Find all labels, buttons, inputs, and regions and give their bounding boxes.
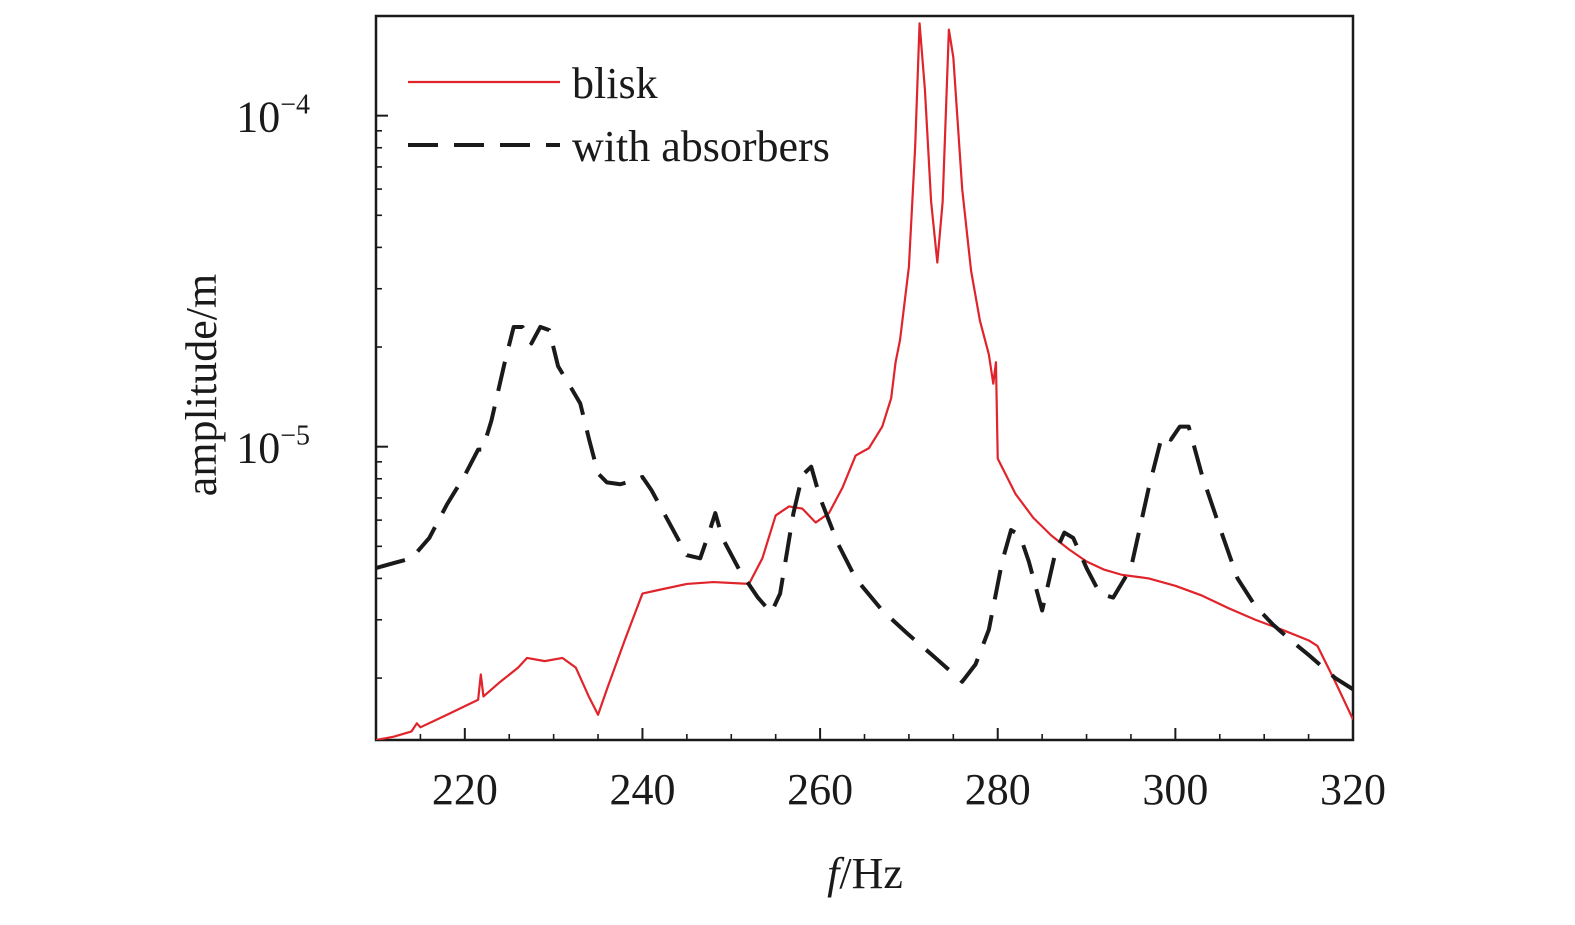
y-tick-label-exponent: −5 bbox=[280, 421, 310, 452]
legend: blisk with absorbers bbox=[408, 59, 830, 171]
legend-label: blisk bbox=[572, 59, 658, 108]
y-tick-label: 10−5 bbox=[236, 421, 310, 473]
x-tick-label: 220 bbox=[432, 765, 498, 814]
x-axis-ticks bbox=[375, 728, 1354, 740]
y-axis-label: amplitude/m bbox=[177, 274, 226, 496]
series-layer bbox=[376, 22, 1353, 740]
y-tick-label-base: 10 bbox=[236, 424, 280, 473]
legend-label: with absorbers bbox=[572, 122, 830, 171]
y-tick-label-base: 10 bbox=[236, 93, 280, 142]
y-axis-tick-labels: 10−410−5 bbox=[236, 90, 310, 473]
plot-area bbox=[374, 14, 1355, 742]
series-line-with-absorbers bbox=[376, 324, 1353, 691]
series-line-blisk bbox=[376, 22, 1353, 740]
y-axis-ticks bbox=[376, 15, 388, 679]
x-tick-label: 260 bbox=[787, 765, 853, 814]
y-tick-label-exponent: −4 bbox=[280, 90, 310, 121]
x-axis-label-unit: /Hz bbox=[839, 849, 903, 898]
x-tick-label: 320 bbox=[1320, 765, 1386, 814]
plot-frame bbox=[374, 14, 1355, 742]
x-axis-tick-labels: 220 240 260 280 300 320 bbox=[432, 765, 1386, 814]
y-tick-label: 10−4 bbox=[236, 90, 310, 142]
x-axis-label: f/Hz bbox=[827, 849, 903, 898]
x-tick-label: 300 bbox=[1142, 765, 1208, 814]
x-tick-label: 280 bbox=[965, 765, 1031, 814]
x-tick-label: 240 bbox=[609, 765, 675, 814]
